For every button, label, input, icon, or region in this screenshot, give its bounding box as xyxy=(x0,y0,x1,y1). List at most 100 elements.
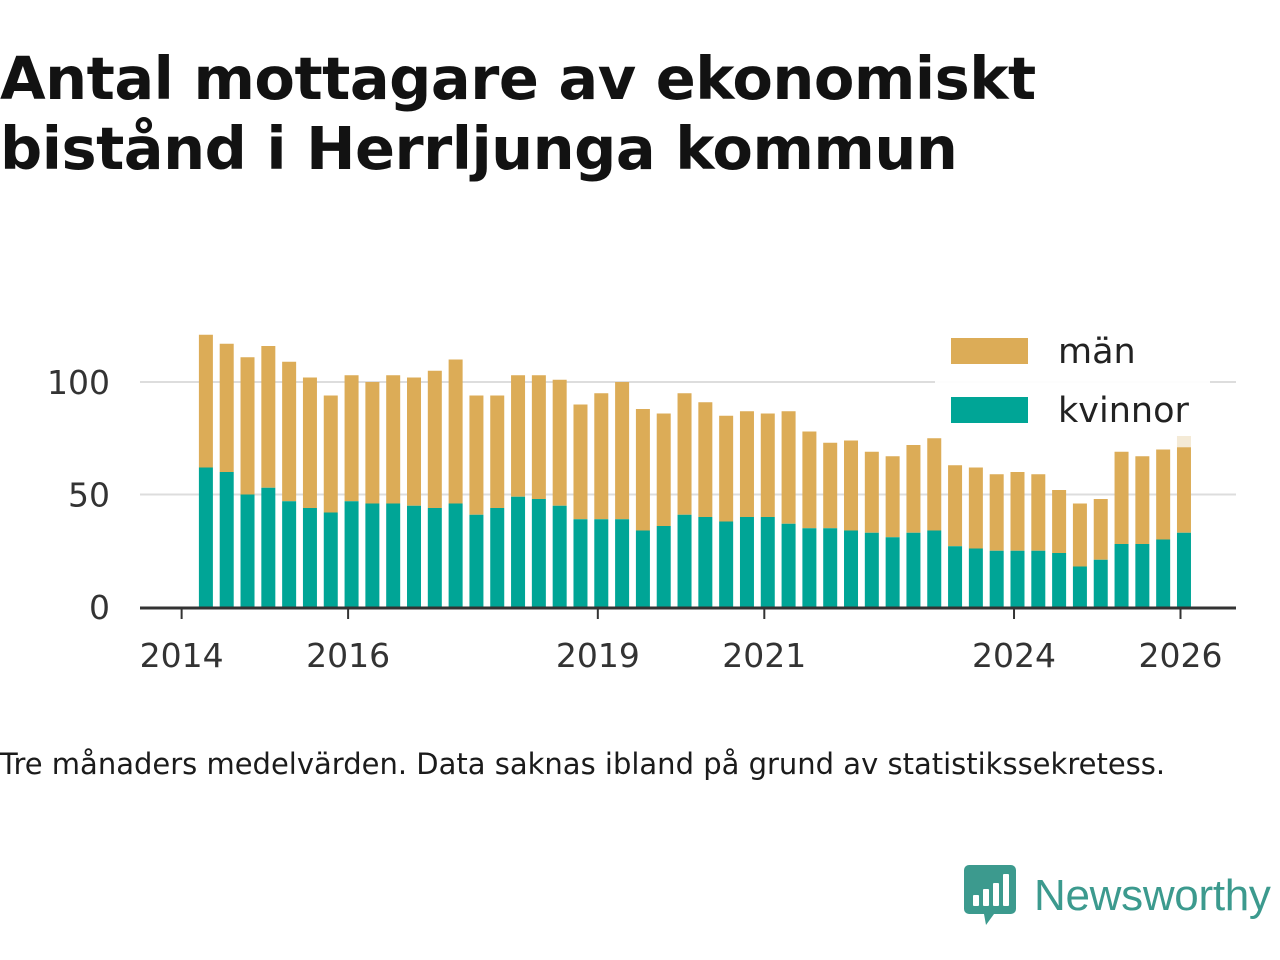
bar-incomplete xyxy=(1176,436,1191,448)
bar-kvinnor xyxy=(448,503,463,607)
bar-man xyxy=(365,382,380,504)
bar-man xyxy=(261,346,276,488)
bar-man xyxy=(1010,472,1025,551)
bar-kvinnor xyxy=(323,512,338,607)
bar-man xyxy=(864,451,879,533)
bar-kvinnor xyxy=(427,508,442,607)
bar-kvinnor xyxy=(1176,532,1191,607)
bar-kvinnor xyxy=(906,532,921,607)
bar-man xyxy=(469,395,484,515)
bar-man xyxy=(511,375,526,497)
bar-man xyxy=(677,393,692,515)
y-axis: 0 50 100 xyxy=(47,363,110,627)
bar-man xyxy=(1135,456,1150,544)
bar-man xyxy=(885,456,900,538)
bar-kvinnor xyxy=(927,530,942,607)
bar-kvinnor xyxy=(989,550,1004,607)
bar-man xyxy=(968,467,983,549)
bar-man xyxy=(719,415,734,522)
bar-kvinnor xyxy=(365,503,380,607)
bar-man xyxy=(531,375,546,499)
bar-man xyxy=(615,382,630,520)
bars xyxy=(198,334,1191,607)
legend-swatch xyxy=(951,338,1028,364)
bar-kvinnor xyxy=(1010,550,1025,607)
bar-kvinnor xyxy=(219,472,234,607)
legend-label: män xyxy=(1058,332,1136,372)
bar-man xyxy=(1176,447,1191,533)
bar-kvinnor xyxy=(781,523,796,607)
bar-kvinnor xyxy=(948,546,963,607)
bar-kvinnor xyxy=(490,508,505,607)
legend-label: kvinnor xyxy=(1058,391,1189,431)
bar-kvinnor xyxy=(844,530,859,607)
bar-chart: 2014 2016 2019 2021 2024 2026 0 50 100 män kvinn… xyxy=(47,328,1236,675)
x-tick-label: 2014 xyxy=(140,636,224,675)
y-tick-label: 100 xyxy=(47,363,110,402)
x-tick-label: 2016 xyxy=(306,636,390,675)
bar-man xyxy=(906,445,921,533)
bar-kvinnor xyxy=(1052,553,1067,607)
bar-kvinnor xyxy=(698,517,713,607)
bar-kvinnor xyxy=(198,467,213,607)
bar-man xyxy=(823,442,838,529)
bar-kvinnor xyxy=(1072,566,1087,607)
bar-man xyxy=(198,334,213,468)
bar-man xyxy=(1093,499,1108,560)
bar-kvinnor xyxy=(1114,544,1129,607)
y-tick-label: 0 xyxy=(89,588,110,627)
bar-man xyxy=(1031,474,1046,551)
page-title: Antal mottagare av ekonomiskt bistånd i … xyxy=(0,44,1036,183)
bar-man xyxy=(927,438,942,531)
brand-logo[interactable]: Newsworthy xyxy=(964,864,1271,928)
bar-kvinnor xyxy=(240,494,255,607)
bar-man xyxy=(448,359,463,504)
bar-kvinnor xyxy=(656,526,671,607)
bar-kvinnor xyxy=(864,532,879,607)
x-tick-label: 2024 xyxy=(972,636,1056,675)
y-tick-label: 50 xyxy=(68,476,110,515)
bar-kvinnor xyxy=(719,521,734,607)
bar-man xyxy=(1052,490,1067,553)
bar-kvinnor xyxy=(1135,544,1150,607)
bar-man xyxy=(1156,449,1171,540)
x-tick-label: 2026 xyxy=(1139,636,1223,675)
brand-name: Newsworthy xyxy=(1034,871,1271,920)
bar-kvinnor xyxy=(511,496,526,607)
bar-man xyxy=(219,343,234,472)
bar-man xyxy=(948,465,963,547)
x-axis: 2014 2016 2019 2021 2024 2026 xyxy=(140,606,1236,675)
legend-swatch xyxy=(951,397,1028,423)
bar-kvinnor xyxy=(802,528,817,607)
bar-kvinnor xyxy=(552,505,567,607)
bar-kvinnor xyxy=(615,519,630,607)
bar-kvinnor xyxy=(302,508,317,607)
bar-kvinnor xyxy=(282,501,297,607)
bar-man xyxy=(635,409,650,531)
bar-kvinnor xyxy=(1093,559,1108,607)
bar-kvinnor xyxy=(677,514,692,607)
bar-kvinnor xyxy=(635,530,650,607)
chart-note: Tre månaders medelvärden. Data saknas ib… xyxy=(0,747,1166,781)
legend: män kvinnor xyxy=(935,328,1210,436)
bar-man xyxy=(240,357,255,495)
bar-kvinnor xyxy=(1031,550,1046,607)
bar-man xyxy=(573,404,588,520)
bar-kvinnor xyxy=(823,528,838,607)
bar-kvinnor xyxy=(1156,539,1171,607)
bar-man xyxy=(594,393,609,520)
bar-man xyxy=(427,370,442,508)
bar-kvinnor xyxy=(261,487,276,607)
bar-kvinnor xyxy=(594,519,609,607)
bar-kvinnor xyxy=(968,548,983,607)
bar-man xyxy=(781,411,796,524)
bar-kvinnor xyxy=(760,517,775,607)
bar-man xyxy=(282,361,297,502)
bar-man xyxy=(739,411,754,517)
bar-kvinnor xyxy=(407,505,421,607)
bar-man xyxy=(323,395,338,513)
bar-man xyxy=(552,379,567,506)
bar-man xyxy=(989,474,1004,551)
bar-man xyxy=(760,413,775,517)
x-tick-label: 2019 xyxy=(556,636,640,675)
